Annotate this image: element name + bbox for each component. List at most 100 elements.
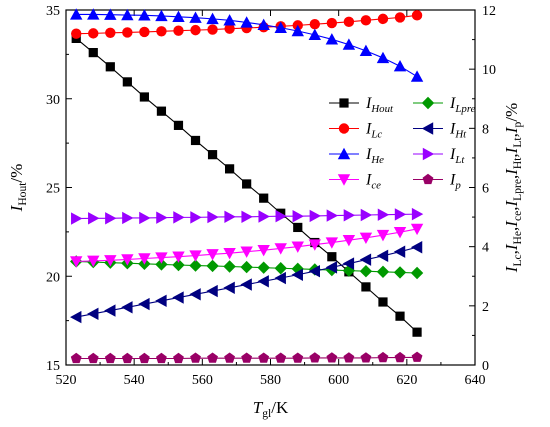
data-point-lc <box>88 28 99 39</box>
data-point-ce <box>87 255 100 268</box>
data-point-p <box>309 352 321 363</box>
x-tick-label: 620 <box>396 373 417 388</box>
data-point-he <box>393 60 407 72</box>
data-point-ht <box>376 249 389 263</box>
data-point-he <box>410 70 424 82</box>
data-point-ce <box>189 250 202 262</box>
x-tick-label: 640 <box>465 373 486 388</box>
data-point-lt <box>88 212 100 225</box>
data-point-he <box>240 16 253 28</box>
legend-label-hout: IHout <box>365 95 394 115</box>
data-point-lpre <box>393 266 407 279</box>
data-point-p <box>275 352 287 363</box>
data-point-ht <box>172 291 184 304</box>
data-point-hout <box>378 297 388 307</box>
y-left-tick-label: 20 <box>46 270 60 285</box>
data-point-lt <box>156 211 168 224</box>
data-point-hout <box>156 106 167 116</box>
y-right-tick-label: 8 <box>482 122 489 137</box>
data-point-p <box>224 352 236 363</box>
data-point-ce <box>104 255 117 267</box>
data-point-lt <box>326 209 339 222</box>
legend-label-ce: Ice <box>365 172 381 192</box>
data-point-he <box>376 51 390 64</box>
data-point-he <box>87 8 100 20</box>
data-point-lt <box>71 212 83 225</box>
data-point-he <box>138 9 151 21</box>
data-point-p <box>258 352 270 363</box>
data-point-lpre <box>172 258 185 272</box>
data-point-p <box>394 351 406 363</box>
data-point-p <box>343 352 355 363</box>
data-point-p <box>207 352 218 363</box>
data-point-p <box>104 352 116 364</box>
data-point-ce <box>206 249 219 261</box>
x-tick-label: 540 <box>124 373 145 388</box>
data-point-hout <box>293 222 303 233</box>
data-point-ht <box>291 268 303 281</box>
data-point-lpre <box>240 260 253 274</box>
y-right-tick-label: 4 <box>482 241 489 256</box>
data-point-p <box>411 351 423 362</box>
data-point-lc <box>326 17 338 29</box>
data-point-lpre <box>359 265 373 278</box>
data-point-lc <box>394 12 406 23</box>
data-point-ce <box>325 237 339 249</box>
data-point-lc <box>411 10 423 21</box>
data-point-he <box>189 11 202 23</box>
y-left-tick-label: 35 <box>46 4 60 19</box>
data-point-lt <box>139 211 151 225</box>
data-point-he <box>359 44 373 57</box>
data-point-hout <box>412 327 422 337</box>
data-point-he <box>155 9 168 22</box>
y-right-tick-label: 2 <box>482 300 489 315</box>
x-tick-label: 600 <box>328 373 349 388</box>
data-point-ce <box>172 251 185 263</box>
data-point-p <box>156 352 167 364</box>
data-point-ht <box>393 245 406 258</box>
data-point-lpre <box>274 262 287 275</box>
series-he <box>70 8 424 82</box>
legend-marker-hout <box>339 98 349 108</box>
data-point-ht <box>189 288 201 301</box>
data-point-ht <box>138 297 150 311</box>
data-point-ce <box>155 252 168 264</box>
data-point-ce <box>308 239 322 251</box>
y-right-tick-label: 0 <box>482 359 489 374</box>
legend-marker-lt <box>422 147 435 161</box>
data-point-he <box>121 8 134 21</box>
data-point-lt <box>241 210 253 223</box>
data-point-p <box>360 352 372 363</box>
data-point-ce <box>70 256 83 268</box>
data-point-lt <box>292 210 304 223</box>
data-point-p <box>241 352 253 363</box>
data-point-p <box>138 352 150 364</box>
data-point-ce <box>376 229 390 242</box>
data-point-lc <box>377 13 389 25</box>
data-point-ce <box>393 226 407 239</box>
y-right-axis-title: ILc,IHe,Ice,ILpre,IHt,ILt,Ip/% <box>502 103 524 273</box>
data-point-lt <box>224 210 236 223</box>
data-point-ht <box>104 304 116 317</box>
data-point-hout <box>361 282 371 292</box>
data-point-ce <box>138 253 151 265</box>
data-point-hout <box>139 92 149 102</box>
data-point-lt <box>105 212 117 225</box>
data-point-lc <box>190 24 201 36</box>
y-right-tick-label: 12 <box>482 4 496 19</box>
x-tick-label: 560 <box>192 373 213 388</box>
data-point-ht <box>240 278 252 291</box>
data-point-ht <box>342 257 355 270</box>
legend-marker-ce <box>337 174 351 186</box>
data-point-ht <box>87 307 99 321</box>
data-point-lc <box>309 19 321 30</box>
legend-marker-p <box>422 173 434 185</box>
data-point-p <box>190 352 201 363</box>
data-point-lpre <box>410 266 424 280</box>
data-point-lt <box>377 208 390 221</box>
data-point-ht <box>206 284 218 298</box>
data-point-lt <box>411 207 424 221</box>
data-point-he <box>291 24 304 37</box>
data-point-lt <box>343 209 356 222</box>
